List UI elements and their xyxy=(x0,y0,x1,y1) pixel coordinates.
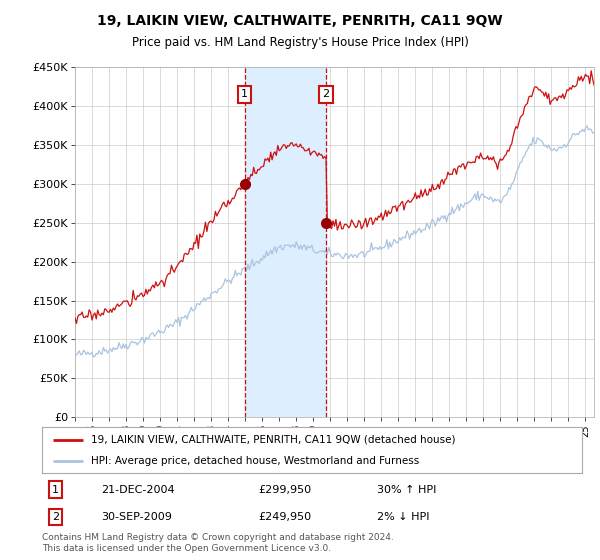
Text: Price paid vs. HM Land Registry's House Price Index (HPI): Price paid vs. HM Land Registry's House … xyxy=(131,36,469,49)
Text: £299,950: £299,950 xyxy=(258,484,311,494)
Text: Contains HM Land Registry data © Crown copyright and database right 2024.
This d: Contains HM Land Registry data © Crown c… xyxy=(42,533,394,553)
Text: 30-SEP-2009: 30-SEP-2009 xyxy=(101,512,172,522)
Text: 1: 1 xyxy=(241,90,248,100)
Text: 2% ↓ HPI: 2% ↓ HPI xyxy=(377,512,430,522)
Text: 19, LAIKIN VIEW, CALTHWAITE, PENRITH, CA11 9QW: 19, LAIKIN VIEW, CALTHWAITE, PENRITH, CA… xyxy=(97,14,503,28)
Text: 30% ↑ HPI: 30% ↑ HPI xyxy=(377,484,436,494)
Bar xyxy=(245,67,326,417)
Text: 19, LAIKIN VIEW, CALTHWAITE, PENRITH, CA11 9QW (detached house): 19, LAIKIN VIEW, CALTHWAITE, PENRITH, CA… xyxy=(91,435,455,445)
Text: 2: 2 xyxy=(52,512,59,522)
Text: 1: 1 xyxy=(52,484,59,494)
Text: HPI: Average price, detached house, Westmorland and Furness: HPI: Average price, detached house, West… xyxy=(91,456,419,466)
Text: £249,950: £249,950 xyxy=(258,512,311,522)
Text: 2: 2 xyxy=(322,90,329,100)
Text: 21-DEC-2004: 21-DEC-2004 xyxy=(101,484,175,494)
